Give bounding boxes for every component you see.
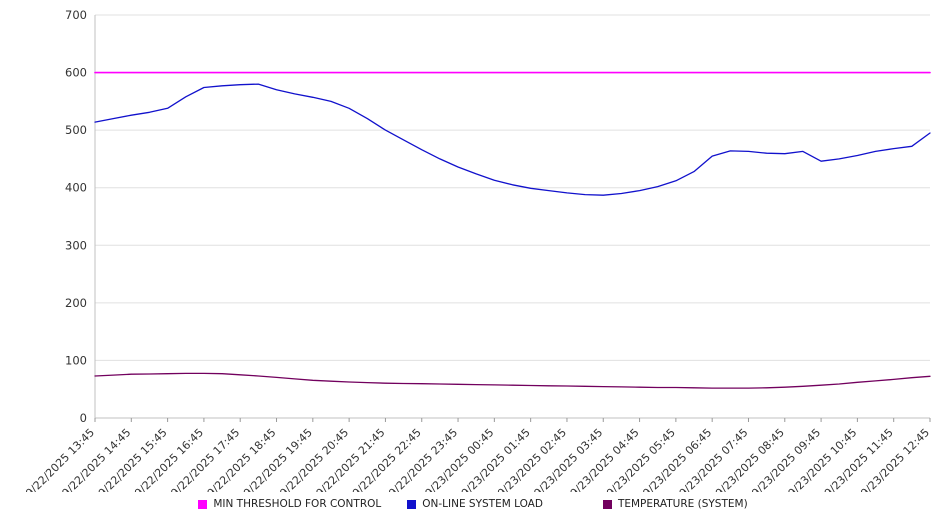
y-tick-label: 0 xyxy=(80,411,87,425)
legend-swatch-icon xyxy=(602,499,612,509)
legend-item-on-line-system-load: ON-LINE SYSTEM LOAD xyxy=(407,498,543,510)
series-line-temperature-system- xyxy=(94,372,931,389)
legend-label: ON-LINE SYSTEM LOAD xyxy=(422,498,543,510)
legend-label: MIN THRESHOLD FOR CONTROL xyxy=(213,498,382,510)
legend-swatch-icon xyxy=(198,499,208,509)
series-line-on-line-system-load xyxy=(94,83,931,196)
y-tick-label: 200 xyxy=(65,296,87,310)
y-tick-label: 600 xyxy=(65,66,87,80)
legend: MIN THRESHOLD FOR CONTROL ON-LINE SYSTEM … xyxy=(0,498,946,510)
legend-item-temperature-system-: TEMPERATURE (SYSTEM) xyxy=(602,498,748,510)
y-tick-label: 500 xyxy=(65,123,87,137)
legend-item-min-threshold-for-control: MIN THRESHOLD FOR CONTROL xyxy=(198,498,381,510)
y-tick-label: 300 xyxy=(65,238,87,252)
y-tick-label: 400 xyxy=(65,181,87,195)
legend-swatch-icon xyxy=(407,499,417,509)
y-tick-label: 100 xyxy=(65,353,87,367)
y-tick-label: 700 xyxy=(65,8,87,22)
legend-label: TEMPERATURE (SYSTEM) xyxy=(617,498,748,510)
